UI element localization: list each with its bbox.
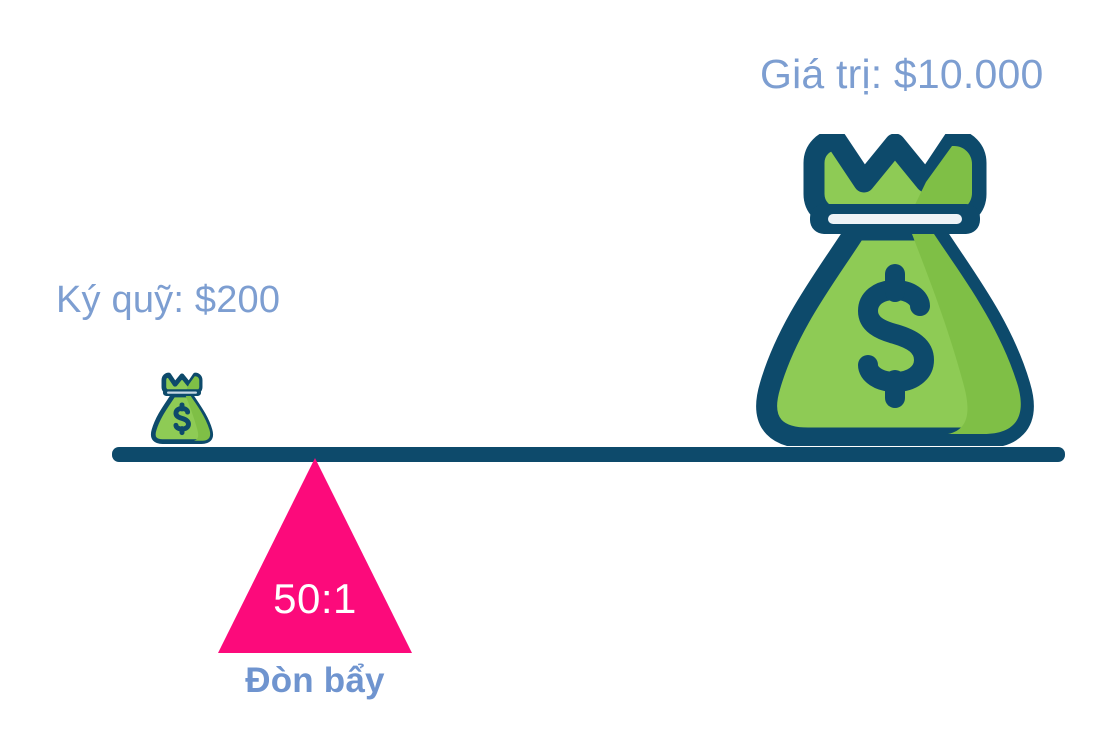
money-bag-large-icon: [752, 134, 1038, 446]
value-label: Giá trị: $10.000: [760, 51, 1044, 97]
leverage-ratio-text: 50:1: [273, 575, 357, 622]
lever-beam: [112, 447, 1065, 462]
money-bag-small-icon: [150, 368, 214, 449]
margin-label: Ký quỹ: $200: [56, 279, 281, 321]
leverage-caption: Đòn bẩy: [245, 661, 385, 700]
fulcrum-triangle: 50:1: [218, 458, 412, 653]
